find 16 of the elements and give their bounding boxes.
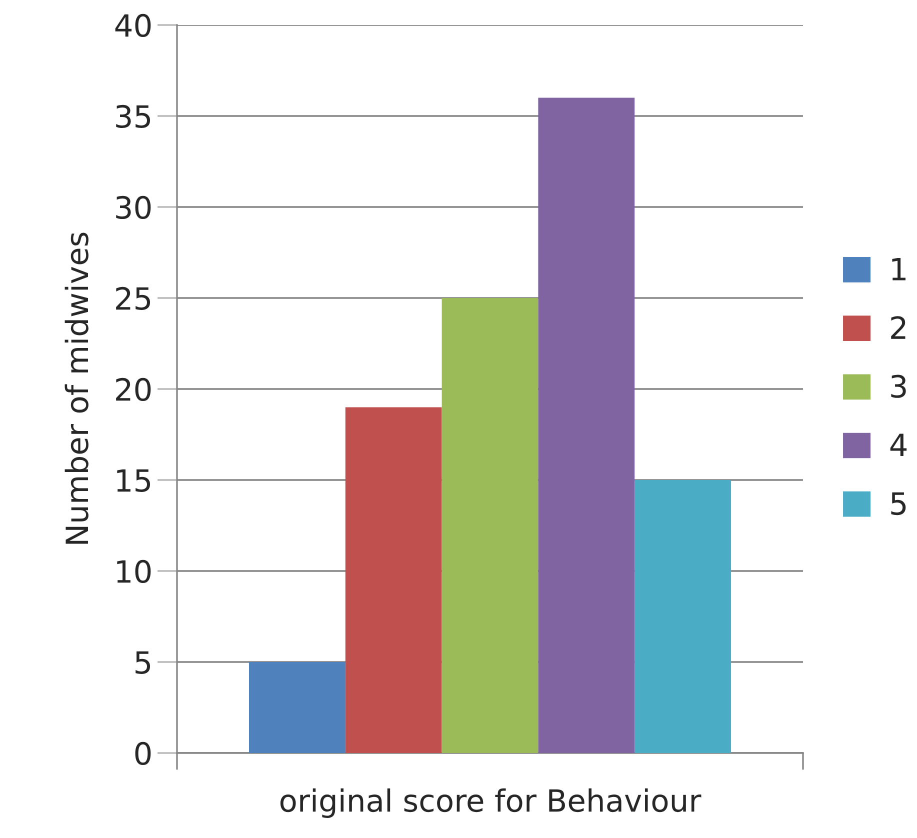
y-tick-label: 10 — [117, 560, 151, 584]
y-tick-label: 15 — [117, 469, 150, 492]
y-tick-label: 25 — [116, 286, 150, 310]
x-axis-title: original score for Behaviour — [280, 788, 702, 818]
y-tick-label: 40 — [115, 14, 151, 38]
y-tick-label: 20 — [116, 378, 151, 402]
legend-label: 3 — [891, 374, 906, 398]
legend-label: 5 — [891, 492, 906, 516]
y-axis-title: Number of midwives — [64, 232, 88, 544]
y-tick-label: 5 — [136, 651, 150, 674]
y-tick-label: 30 — [116, 196, 151, 220]
y-tick-label: 0 — [135, 742, 151, 766]
legend-label: 2 — [891, 316, 906, 339]
legend-label: 4 — [890, 434, 907, 456]
legend-label: 1 — [892, 258, 906, 280]
y-tick-label: 35 — [116, 104, 150, 128]
